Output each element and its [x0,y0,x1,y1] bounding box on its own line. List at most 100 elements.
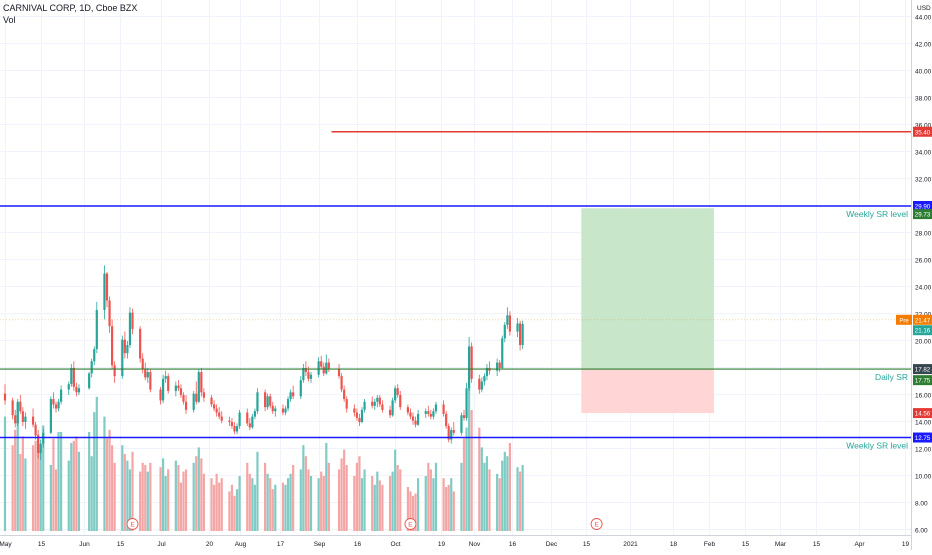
candle-body [149,372,152,390]
volume-bar [424,476,427,531]
earnings-marker[interactable] [590,518,603,530]
candle-body [77,388,81,393]
last-price-badge-bg [913,314,932,325]
candle-body [442,404,445,414]
target-price-badge-bg [913,209,932,220]
volume-bar [447,484,450,531]
candle-body [213,404,216,409]
volume-bar [508,443,511,531]
volume-bar [445,487,448,531]
candle-body [16,401,19,424]
volume-bar [503,451,506,531]
volume-bar [90,456,93,531]
candle-body [111,326,114,366]
support-resistance-lines[interactable]: Weekly SR level Daily SR Weekly SR level [0,131,911,451]
volume-bar [269,478,272,531]
volume-bar [264,462,267,531]
volume-bar [406,487,409,531]
earnings-marker[interactable] [126,518,139,530]
candle-body [343,389,346,400]
candle-body [424,411,427,414]
stop-loss-zone[interactable] [581,369,714,414]
profit-target-zone[interactable] [581,208,714,370]
volume-bar [149,462,152,531]
volume-bar [182,471,185,531]
x-tick-label: 15 [813,541,821,548]
candle-body [286,399,290,409]
volume-bar [274,484,277,531]
volume-bar [498,478,501,531]
volume-bar [159,467,162,531]
candle-body [200,372,203,393]
volume-bar [202,473,205,531]
volume-bar [57,432,60,531]
candle-body [248,423,251,428]
volume-bar [432,478,435,531]
candle-body [432,411,435,417]
close-price-badge: 21.16 [915,328,931,335]
volume-bar [373,484,376,531]
entry-price-badge: 17.75 [915,378,931,385]
volume-bar [506,456,509,531]
volume-bar [462,438,466,531]
volume-bar [144,465,147,531]
candle-body [182,395,185,402]
volume-bar [108,429,111,531]
volume-bar [121,445,124,531]
candle-body [54,404,58,409]
candle-body [202,392,205,398]
candle-body [388,409,392,416]
volume-bar [123,454,126,531]
candle-body [478,378,481,390]
volume-bar [220,478,223,531]
x-tick-label: Jul [157,541,166,548]
candle-body [167,376,170,391]
volume-bar [218,482,221,531]
candle-body [218,412,221,417]
x-tick-label: Apr [854,541,865,548]
time-axis[interactable]: May 15 Jun 15 Jul 20 Aug 17 Sep 16 Oct 19 Nov 16 Dec 15… [0,541,909,548]
candle-body [123,339,126,354]
entry-price-badge-bg [913,375,932,386]
volume-bar [93,412,96,531]
y-tick-label: 10.00 [915,474,932,481]
volume-bar [75,436,78,531]
volume-bar [14,429,17,531]
volume-bar [417,478,420,531]
candle-body [391,400,394,416]
candle-body [406,407,409,413]
volume-bar [192,462,195,531]
candle-body [93,349,96,362]
volume-bar [480,447,483,531]
volume-bar [470,410,473,531]
candle-body [230,422,234,427]
volume-bar [246,462,249,531]
candle-body [253,411,256,417]
volume-bar [164,476,167,531]
candle-body [496,362,499,371]
volume-bar [360,478,364,531]
volume-bar [429,469,432,531]
long-position-tool[interactable] [581,208,714,414]
x-tick-label: 19 [438,541,446,548]
earnings-marker[interactable] [404,518,417,530]
candle-body [498,362,501,368]
volume-bar [327,462,330,531]
volume-bar [266,473,269,531]
candle-body [501,338,504,368]
volume-bar [427,462,430,531]
candle-body [195,393,198,402]
y-tick-label: 32.00 [915,177,932,184]
x-tick-label: 2021 [623,541,638,548]
volume-bar [309,476,313,531]
earnings-marker-label: E [594,522,599,529]
daily-sr-label: Daily SR [875,372,908,382]
volume-bar [521,465,524,531]
volume-bar [146,471,149,531]
candle-body [177,385,180,389]
volume-bar [325,443,328,531]
